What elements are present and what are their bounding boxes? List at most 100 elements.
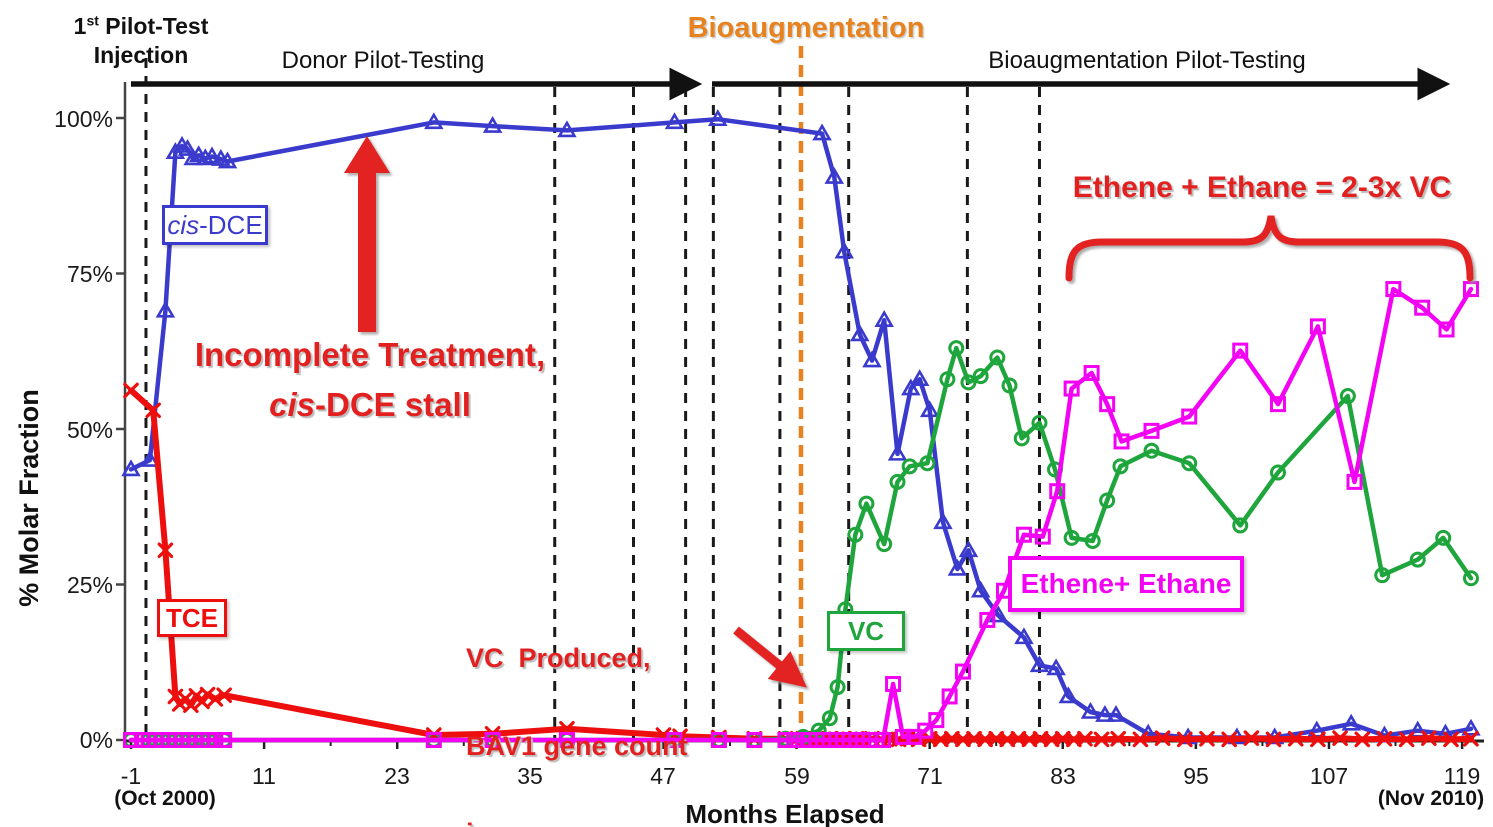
plot-area bbox=[116, 46, 1484, 749]
x-marker-icon bbox=[145, 402, 161, 419]
x-axis-title: Months Elapsed bbox=[685, 799, 885, 827]
cis-dce-label-italic: cis bbox=[167, 209, 200, 240]
circle-marker-icon bbox=[989, 349, 1006, 366]
series-ethene-ethane bbox=[123, 281, 1479, 748]
x-marker-icon bbox=[1243, 730, 1260, 746]
circle-marker-icon bbox=[1374, 567, 1391, 584]
x-tick-119: 119 bbox=[1443, 763, 1481, 789]
square-marker-icon bbox=[875, 732, 892, 748]
square-marker-icon bbox=[941, 688, 958, 705]
square-marker-icon bbox=[928, 712, 945, 729]
y-tick-25: 25% bbox=[66, 572, 113, 598]
square-marker-icon bbox=[123, 732, 139, 748]
triangle-marker-icon bbox=[140, 449, 160, 467]
cis-dce-series-label: cis -DCE bbox=[162, 205, 268, 245]
triangle-marker-icon bbox=[909, 369, 930, 387]
x-marker-icon bbox=[1376, 730, 1393, 747]
triangle-marker-icon bbox=[812, 123, 832, 141]
square-marker-icon bbox=[895, 728, 912, 745]
square-marker-icon bbox=[917, 722, 934, 739]
incomplete-treatment-annotation: Incomplete Treatment, cis-DCE stall bbox=[194, 336, 546, 423]
circle-marker-icon bbox=[858, 495, 875, 512]
x-tick-95: 95 bbox=[1183, 763, 1209, 789]
x-marker-icon bbox=[1154, 730, 1171, 746]
circle-marker-icon bbox=[810, 722, 827, 739]
circle-marker-icon bbox=[821, 710, 838, 727]
triangle-marker-icon bbox=[947, 558, 968, 576]
triangle-marker-icon bbox=[824, 166, 845, 184]
x-marker-icon bbox=[1332, 730, 1348, 746]
triangle-marker-icon bbox=[202, 146, 222, 164]
triangle-marker-icon bbox=[195, 148, 216, 166]
square-marker-icon bbox=[979, 611, 996, 628]
triangle-marker-icon bbox=[664, 112, 685, 130]
x-tick-71: 71 bbox=[917, 763, 943, 789]
x-tick-23: 23 bbox=[384, 763, 410, 789]
ethene-equation-annotation: Ethene + Ethane = 2-3x VC bbox=[1072, 171, 1452, 204]
x-marker-icon bbox=[1421, 730, 1437, 746]
vc-produced-annotation: VC Produced, BAV1 gene count increases bbox=[466, 643, 688, 827]
circle-marker-icon bbox=[889, 473, 906, 490]
circle-marker-icon bbox=[919, 455, 936, 472]
vc-produced-arrow-icon bbox=[733, 626, 807, 688]
circle-marker-icon bbox=[1031, 414, 1048, 431]
circle-marker-icon bbox=[876, 536, 893, 553]
circle-marker-icon bbox=[1409, 551, 1426, 568]
triangle-marker-icon bbox=[1095, 705, 1115, 722]
square-marker-icon bbox=[1099, 396, 1116, 413]
square-marker-icon bbox=[1063, 380, 1080, 397]
square-marker-icon bbox=[786, 732, 803, 748]
y-tick-100: 100% bbox=[54, 106, 113, 132]
square-marker-icon bbox=[1269, 396, 1286, 413]
triangle-marker-icon bbox=[121, 459, 141, 477]
triangle-marker-icon bbox=[424, 112, 444, 130]
x-tick-11: 11 bbox=[252, 763, 276, 789]
square-marker-icon bbox=[1309, 318, 1326, 335]
square-marker-icon bbox=[216, 732, 233, 748]
cis-dce-stall-arrow-icon bbox=[344, 136, 390, 332]
circle-marker-icon bbox=[1143, 442, 1160, 459]
x-marker-icon bbox=[1077, 730, 1093, 747]
triangle-marker-icon bbox=[708, 109, 728, 127]
y-tick-0: 0% bbox=[79, 727, 113, 753]
circle-marker-icon bbox=[1462, 570, 1479, 587]
x-tick-59: 59 bbox=[784, 763, 810, 789]
x-marker-icon bbox=[1463, 730, 1479, 747]
square-marker-icon bbox=[1049, 483, 1066, 500]
bioaugmentation-event-label: Bioaugmentation bbox=[687, 12, 925, 44]
ethene-brace-icon bbox=[1065, 215, 1474, 282]
square-marker-icon bbox=[1438, 321, 1455, 338]
triangle-marker-icon bbox=[958, 540, 979, 558]
triangle-marker-icon bbox=[862, 350, 882, 368]
triangle-marker-icon bbox=[874, 310, 894, 327]
square-marker-icon bbox=[1414, 299, 1431, 316]
triangle-marker-icon bbox=[901, 378, 921, 396]
x-marker-icon bbox=[207, 691, 224, 707]
triangle-marker-icon bbox=[177, 138, 198, 156]
circle-marker-icon bbox=[960, 374, 977, 391]
square-marker-icon bbox=[484, 732, 501, 748]
triangle-marker-icon bbox=[1014, 627, 1034, 645]
square-marker-icon bbox=[1113, 433, 1130, 450]
vc-series-label: VC bbox=[827, 611, 905, 651]
x-marker-icon bbox=[1265, 731, 1282, 748]
square-marker-icon bbox=[425, 732, 442, 748]
circle-marker-icon bbox=[1181, 455, 1198, 472]
square-marker-icon bbox=[1083, 365, 1100, 382]
circle-marker-icon bbox=[901, 458, 918, 475]
circle-marker-icon bbox=[939, 371, 956, 388]
triangle-marker-icon bbox=[1461, 718, 1481, 736]
triangle-marker-icon bbox=[557, 120, 577, 138]
triangle-marker-icon bbox=[919, 400, 940, 418]
triangle-marker-icon bbox=[1046, 658, 1066, 676]
square-marker-icon bbox=[1015, 526, 1032, 543]
triangle-marker-icon bbox=[183, 148, 203, 166]
x-end-date-note: (Nov 2010) bbox=[1377, 787, 1485, 810]
triangle-marker-icon bbox=[482, 115, 503, 133]
x-marker-icon bbox=[1221, 731, 1237, 748]
bioaug-phase-label: Bioaugmentation Pilot-Testing bbox=[988, 47, 1306, 74]
triangle-marker-icon bbox=[1058, 686, 1079, 704]
donor-phase-label: Donor Pilot-Testing bbox=[281, 47, 485, 74]
x-tick-83: 83 bbox=[1050, 763, 1076, 789]
square-marker-icon bbox=[777, 732, 794, 748]
